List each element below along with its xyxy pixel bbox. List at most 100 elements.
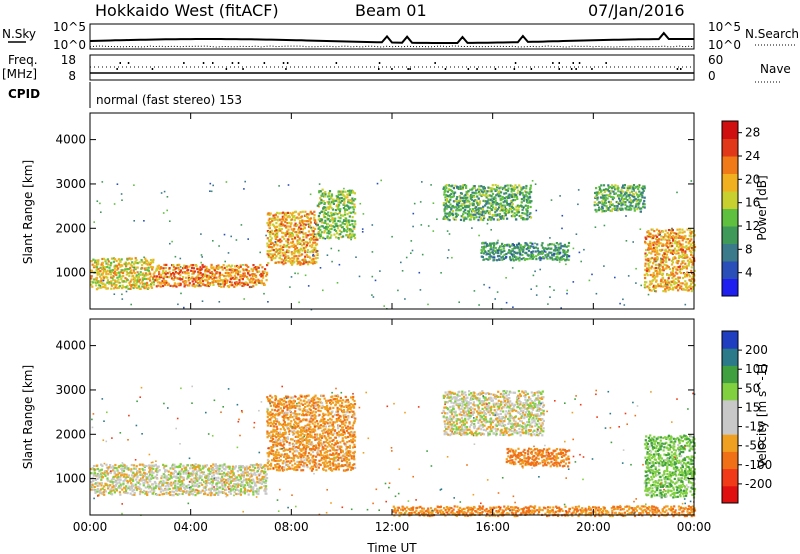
power-cell — [327, 214, 330, 217]
power-cell — [528, 245, 531, 248]
power-cell — [333, 199, 336, 203]
power-cell — [624, 207, 627, 210]
power-cell — [235, 277, 238, 280]
colorbar-step — [722, 278, 738, 297]
power-cell — [663, 263, 666, 266]
velocity-cell — [221, 485, 224, 489]
power-noise — [456, 203, 458, 206]
power-cell — [279, 244, 282, 248]
power-cell — [450, 207, 453, 210]
power-cell — [471, 194, 474, 197]
power-noise — [209, 182, 212, 185]
power-cell — [104, 283, 107, 287]
power-cell — [258, 279, 261, 283]
power-cell — [304, 261, 307, 264]
power-cell — [259, 263, 262, 267]
power-cell — [300, 215, 304, 218]
velocity-cell — [216, 468, 219, 472]
power-cell — [661, 276, 665, 279]
velocity-cell — [116, 473, 119, 476]
power-cell — [659, 231, 662, 234]
power-cell — [289, 257, 292, 260]
power-cell — [224, 275, 227, 278]
power-cell — [640, 207, 643, 210]
velocity-cell — [244, 467, 247, 470]
power-cell — [510, 190, 513, 193]
power-noise — [121, 293, 123, 296]
power-cell — [604, 202, 607, 205]
velocity-cell — [279, 439, 282, 442]
power-cell — [222, 281, 225, 284]
power-cell — [679, 282, 682, 285]
power-cell — [337, 201, 340, 204]
velocity-cell — [140, 473, 143, 476]
power-cell — [173, 268, 176, 271]
power-cell — [204, 284, 207, 287]
velocity-cell — [103, 485, 106, 488]
power-cell — [256, 266, 259, 269]
power-cell — [494, 211, 497, 214]
power-cell — [601, 207, 604, 210]
velocity-cell — [119, 483, 122, 486]
power-cell — [139, 271, 142, 274]
velocity-cell — [291, 416, 294, 419]
velocity-cell — [234, 479, 237, 482]
power-noise — [391, 235, 393, 238]
power-noise — [676, 191, 678, 194]
velocity-cell — [226, 494, 229, 497]
velocity-cell — [282, 433, 285, 436]
power-cell — [212, 278, 215, 281]
velocity-cell — [236, 476, 239, 479]
velocity-cell — [113, 470, 116, 473]
power-cell — [481, 255, 484, 259]
velocity-cell — [132, 471, 135, 474]
velocity-cell — [165, 469, 168, 472]
velocity-cell — [294, 413, 297, 416]
power-noise — [338, 238, 340, 240]
power-cell — [444, 212, 447, 215]
power-cell — [133, 265, 136, 268]
power-noise — [566, 289, 568, 292]
velocity-cell — [146, 493, 149, 496]
power-cell — [664, 290, 667, 293]
power-cell — [663, 256, 666, 259]
power-noise — [483, 283, 485, 286]
power-cell — [298, 221, 301, 224]
velocity-cell — [298, 452, 301, 455]
power-cell — [225, 281, 228, 284]
power-cell — [183, 266, 186, 269]
power-cell — [223, 266, 226, 270]
power-cell — [443, 191, 446, 194]
velocity-cell — [228, 467, 231, 470]
velocity-cell — [136, 470, 139, 473]
velocity-cell — [279, 435, 282, 438]
power-cell — [176, 272, 179, 275]
velocity-cell — [91, 467, 94, 470]
power-cell — [500, 248, 503, 251]
power-cell — [461, 202, 464, 205]
power-noise — [690, 280, 693, 282]
power-cell — [261, 274, 264, 277]
power-cell — [564, 251, 567, 254]
power-cell — [263, 270, 266, 274]
power-cell — [653, 250, 656, 253]
power-cell — [217, 267, 220, 270]
power-cell — [152, 278, 155, 281]
power-cell — [273, 218, 276, 221]
power-cell — [277, 261, 281, 264]
power-noise — [490, 229, 492, 231]
power-noise — [478, 304, 480, 306]
velocity-cell — [279, 398, 282, 401]
power-cell — [661, 272, 665, 275]
velocity-cell — [291, 404, 294, 408]
velocity-cell — [119, 476, 122, 479]
power-cell — [490, 190, 493, 193]
velocity-cell — [196, 483, 199, 486]
colorbar-step — [722, 191, 738, 209]
velocity-cell — [299, 408, 302, 411]
velocity-cell — [181, 492, 184, 495]
power-cell — [652, 243, 655, 247]
power-cell — [524, 204, 527, 207]
power-cell — [327, 218, 330, 221]
velocity-cell — [109, 471, 112, 475]
